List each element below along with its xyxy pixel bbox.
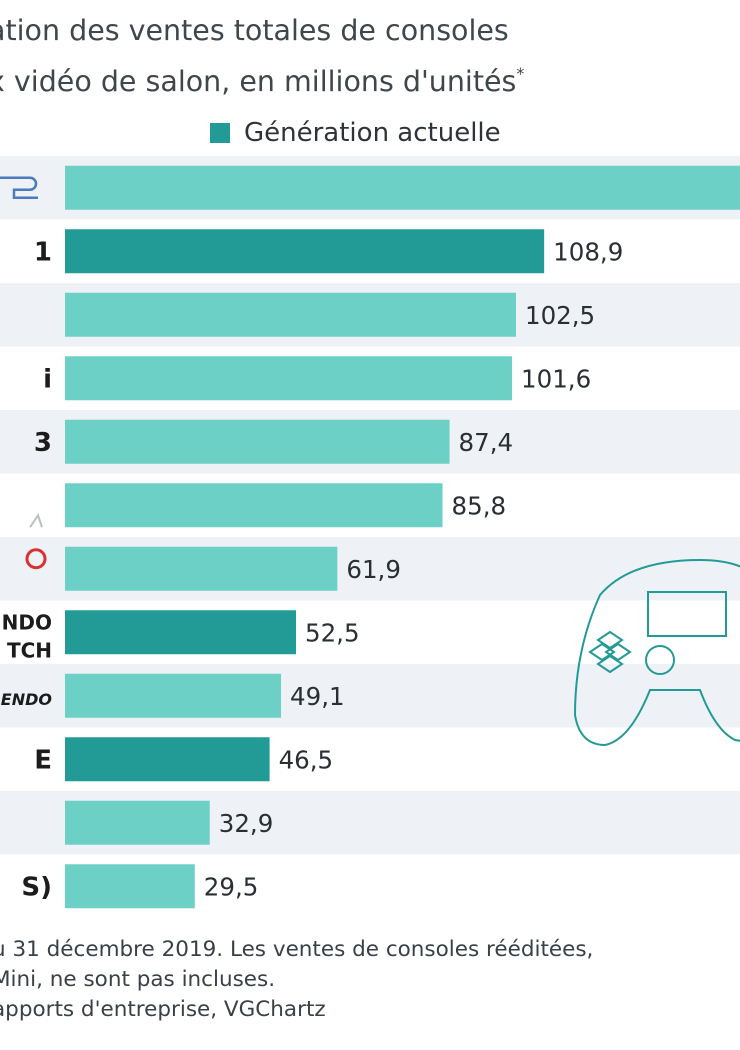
playstation-4-logo: 1	[34, 237, 52, 267]
gamepad-touchpad	[647, 591, 727, 637]
bar-value-label: 101,6	[521, 364, 591, 393]
bar	[65, 229, 545, 274]
nintendo-switch-logo: NDO	[2, 610, 52, 634]
bar-value-label: 49,1	[290, 682, 345, 711]
bar	[65, 864, 195, 909]
gamepad-icon	[573, 558, 740, 747]
chart-title-line-1: ation des ventes totales de consoles	[0, 14, 509, 47]
bar-value-label: 87,4	[459, 428, 514, 457]
wii-logo: i	[43, 364, 52, 394]
playstation-3-logo: 3	[34, 428, 52, 458]
chart-legend: Génération actuelle	[210, 116, 501, 150]
bar-value-label: 32,9	[219, 809, 274, 838]
game-boy-advance-logo	[25, 548, 47, 570]
gamepad-dpad	[588, 630, 632, 674]
bar	[65, 737, 270, 782]
chart-title-line-2-text: x vidéo de salon, en millions d'unités	[0, 65, 517, 98]
bar	[65, 356, 513, 401]
gamepad-left-stick	[645, 645, 675, 675]
bar-value-label: 46,5	[279, 745, 334, 774]
bar-value-label: 102,5	[525, 301, 595, 330]
footer-source: apports d'entreprise, VGChartz	[0, 997, 326, 1022]
title-footnote-marker: *	[516, 64, 525, 83]
bar-value-label: 29,5	[204, 872, 259, 901]
bar	[65, 165, 740, 210]
super-nintendo-logo: ENDO	[1, 690, 53, 709]
bar-value-label: 85,8	[452, 491, 507, 520]
bar	[65, 610, 296, 655]
bar	[65, 800, 210, 845]
bar-value-label: 52,5	[305, 618, 360, 647]
bar-value-label: 108,9	[553, 237, 623, 266]
playstation-2-logo	[0, 176, 38, 199]
chart-title-line-2: x vidéo de salon, en millions d'unités*	[0, 53, 524, 103]
bar	[65, 483, 443, 528]
bar	[65, 292, 516, 337]
sega-genesis-logo: S)	[21, 872, 52, 902]
nintendo-switch-logo: TCH	[7, 638, 52, 662]
footer-note-line-2: Mini, ne sont pas incluses.	[0, 967, 276, 992]
bar	[65, 419, 450, 464]
bar	[65, 673, 282, 718]
legend-swatch-current-generation	[210, 123, 230, 143]
bar	[65, 546, 338, 591]
gamepad-body	[573, 558, 740, 747]
bar-value-label: 61,9	[346, 555, 401, 584]
xbox-one-logo: E	[34, 745, 52, 775]
legend-label-current-generation: Génération actuelle	[244, 118, 501, 148]
footer-note-line-1: u 31 décembre 2019. Les ventes de consol…	[0, 937, 594, 962]
xbox-360-logo	[29, 512, 43, 528]
